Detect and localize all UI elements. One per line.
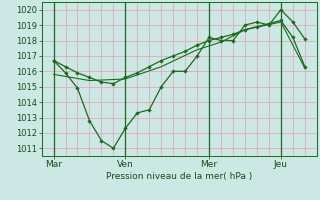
X-axis label: Pression niveau de la mer( hPa ): Pression niveau de la mer( hPa ): [106, 172, 252, 181]
